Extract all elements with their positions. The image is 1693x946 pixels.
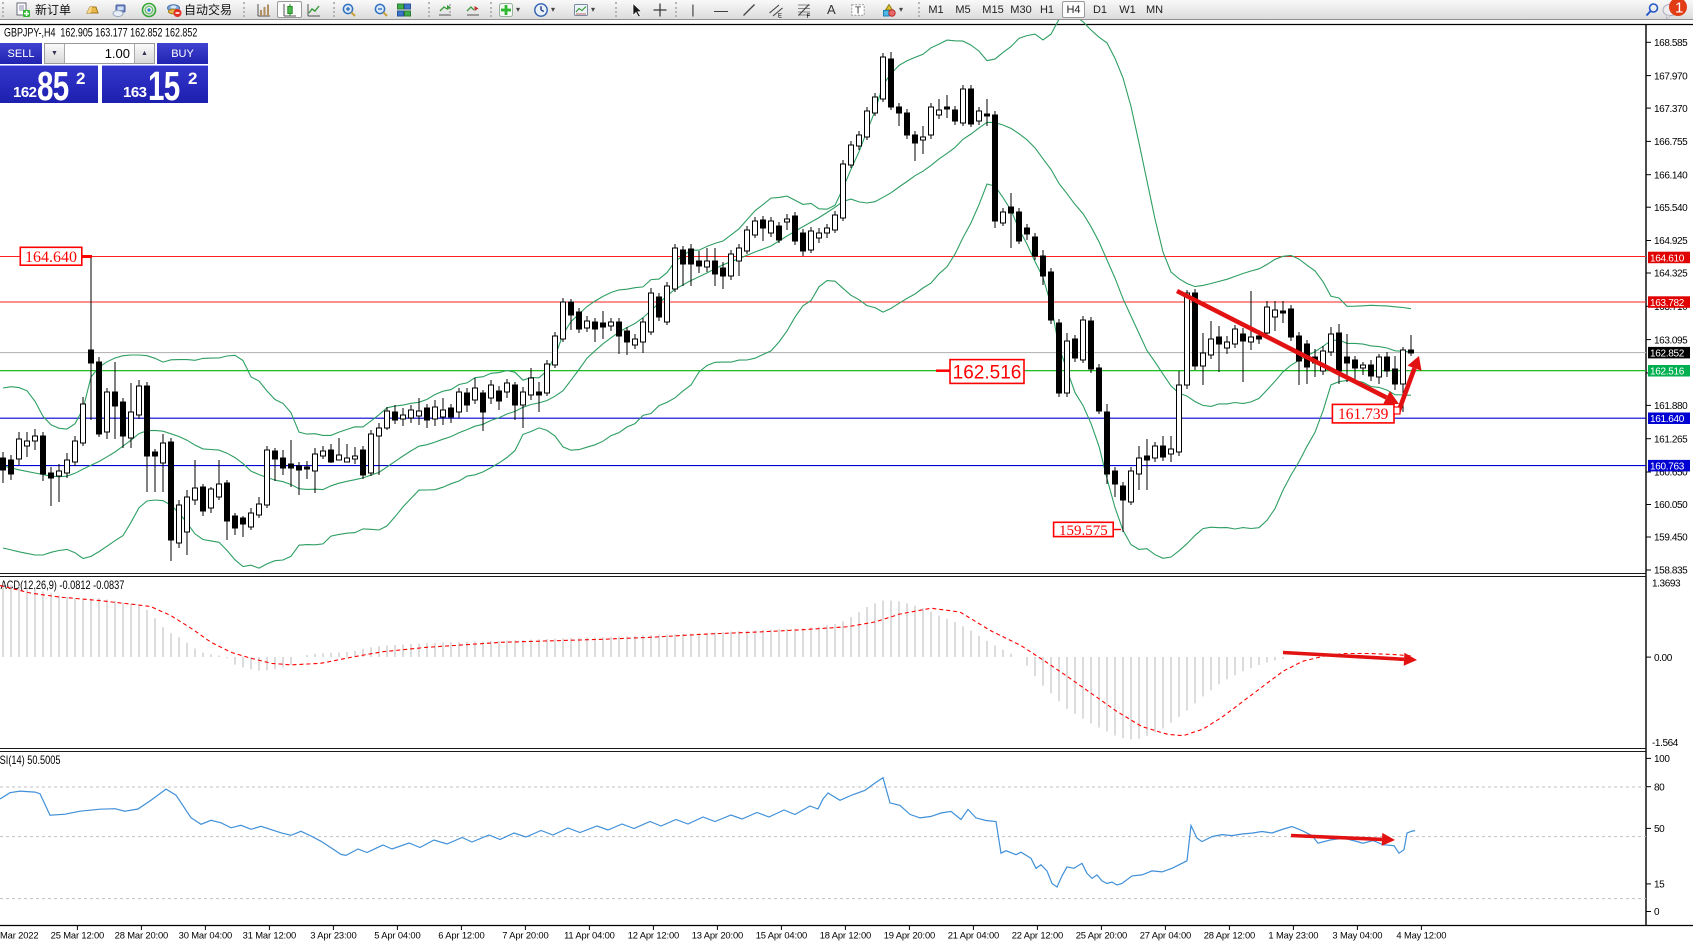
svg-text:167.970: 167.970 <box>1654 71 1688 82</box>
svg-text:164.925: 164.925 <box>1654 236 1688 247</box>
svg-text:163.095: 163.095 <box>1654 335 1688 346</box>
svg-text:19 Apr 20:00: 19 Apr 20:00 <box>884 930 935 941</box>
svg-text:160.050: 160.050 <box>1654 500 1688 511</box>
svg-text:6 Apr 12:00: 6 Apr 12:00 <box>438 930 484 941</box>
svg-text:168.585: 168.585 <box>1654 38 1688 49</box>
svg-text:159.450: 159.450 <box>1654 533 1688 544</box>
svg-text:MACD(12,26,9) -0.0812 -0.0837: MACD(12,26,9) -0.0812 -0.0837 <box>0 580 125 592</box>
svg-text:162.852: 162.852 <box>1650 349 1685 360</box>
svg-text:158.835: 158.835 <box>1654 566 1688 577</box>
svg-text:-1.564: -1.564 <box>1652 738 1679 749</box>
svg-text:15 Apr 04:00: 15 Apr 04:00 <box>756 930 807 941</box>
svg-text:160.650: 160.650 <box>1654 468 1688 479</box>
svg-text:166.755: 166.755 <box>1654 137 1688 148</box>
svg-text:164.640: 164.640 <box>25 249 77 266</box>
svg-text:3 May 04:00: 3 May 04:00 <box>1332 930 1382 941</box>
svg-text:1.3693: 1.3693 <box>1652 578 1681 589</box>
svg-text:11 Apr 04:00: 11 Apr 04:00 <box>564 930 615 941</box>
svg-text:13 Apr 20:00: 13 Apr 20:00 <box>692 930 743 941</box>
svg-text:161.265: 161.265 <box>1654 434 1688 445</box>
svg-text:F: F <box>807 13 811 17</box>
svg-text:15: 15 <box>1654 880 1665 891</box>
svg-text:1: 1 <box>1675 0 1683 16</box>
svg-text:30 Mar 04:00: 30 Mar 04:00 <box>179 930 232 941</box>
svg-text:167.370: 167.370 <box>1654 104 1688 115</box>
svg-text:80: 80 <box>1654 782 1665 793</box>
svg-text:18 Apr 12:00: 18 Apr 12:00 <box>820 930 871 941</box>
svg-text:165.540: 165.540 <box>1654 203 1688 214</box>
svg-text:164.610: 164.610 <box>1650 253 1685 264</box>
svg-text:31 Mar 12:00: 31 Mar 12:00 <box>243 930 296 941</box>
svg-text:161.640: 161.640 <box>1650 414 1685 425</box>
svg-text:0.00: 0.00 <box>1654 653 1673 664</box>
svg-text:E: E <box>778 13 782 18</box>
svg-text:25 Mar 12:00: 25 Mar 12:00 <box>51 930 104 941</box>
svg-text:GBPJPY-,H4 162.905 163.177 16: GBPJPY-,H4 162.905 163.177 162.852 162.8… <box>4 28 198 40</box>
svg-text:RSI(14) 50.5005: RSI(14) 50.5005 <box>0 755 61 767</box>
svg-text:50: 50 <box>1654 824 1665 835</box>
svg-text:159.575: 159.575 <box>1059 523 1108 539</box>
svg-text:4 May 12:00: 4 May 12:00 <box>1396 930 1446 941</box>
svg-text:22 Apr 12:00: 22 Apr 12:00 <box>1012 930 1063 941</box>
svg-text:1 May 23:00: 1 May 23:00 <box>1268 930 1318 941</box>
svg-text:3 Apr 23:00: 3 Apr 23:00 <box>310 930 356 941</box>
svg-text:27 Apr 04:00: 27 Apr 04:00 <box>1140 930 1191 941</box>
svg-text:28 Apr 12:00: 28 Apr 12:00 <box>1204 930 1255 941</box>
svg-text:Mar 2022: Mar 2022 <box>0 930 38 941</box>
svg-text:162.516: 162.516 <box>953 362 1022 383</box>
svg-text:12 Apr 12:00: 12 Apr 12:00 <box>628 930 679 941</box>
svg-text:163.782: 163.782 <box>1650 298 1685 309</box>
svg-text:7 Apr 20:00: 7 Apr 20:00 <box>502 930 548 941</box>
svg-text:100: 100 <box>1654 754 1670 765</box>
svg-text:161.880: 161.880 <box>1654 401 1688 412</box>
svg-text:160.763: 160.763 <box>1650 462 1685 473</box>
svg-text:0: 0 <box>1654 907 1660 918</box>
svg-text:21 Apr 04:00: 21 Apr 04:00 <box>948 930 999 941</box>
svg-text:161.739: 161.739 <box>1338 406 1389 423</box>
svg-text:28 Mar 20:00: 28 Mar 20:00 <box>115 930 168 941</box>
svg-text:5 Apr 04:00: 5 Apr 04:00 <box>374 930 420 941</box>
svg-text:162.516: 162.516 <box>1650 367 1685 378</box>
svg-text:T: T <box>855 5 861 16</box>
svg-text:164.325: 164.325 <box>1654 269 1688 280</box>
svg-text:25 Apr 20:00: 25 Apr 20:00 <box>1076 930 1127 941</box>
svg-text:166.140: 166.140 <box>1654 170 1688 181</box>
